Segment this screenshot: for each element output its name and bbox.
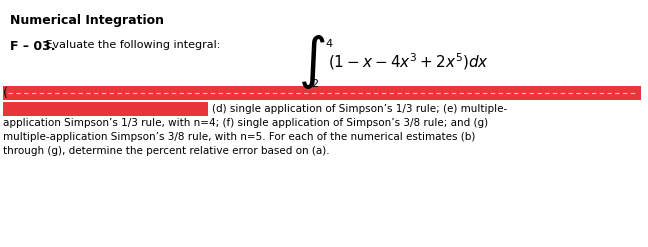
Text: multiple-application Simpson’s 3/8 rule, with n=5. For each of the numerical est: multiple-application Simpson’s 3/8 rule,…	[3, 132, 476, 142]
Text: application Simpson’s 1/3 rule, with n=4; (f) single application of Simpson’s 3/: application Simpson’s 1/3 rule, with n=4…	[3, 118, 488, 128]
Text: Numerical Integration: Numerical Integration	[10, 14, 164, 27]
Text: (: (	[3, 86, 8, 100]
Text: 4: 4	[325, 39, 332, 49]
Text: through (g), determine the percent relative error based on (a).: through (g), determine the percent relat…	[3, 146, 330, 156]
Text: Evaluate the following integral:: Evaluate the following integral:	[42, 40, 220, 50]
FancyBboxPatch shape	[3, 86, 641, 100]
Text: $(1 - x - 4x^3 + 2x^5)dx$: $(1 - x - 4x^3 + 2x^5)dx$	[328, 52, 489, 72]
Text: (d) single application of Simpson’s 1/3 rule; (e) multiple-: (d) single application of Simpson’s 1/3 …	[212, 104, 507, 114]
Text: F – 03.: F – 03.	[10, 40, 56, 53]
Text: $\int$: $\int$	[298, 33, 326, 91]
Text: -2: -2	[308, 79, 319, 89]
FancyBboxPatch shape	[3, 102, 208, 116]
